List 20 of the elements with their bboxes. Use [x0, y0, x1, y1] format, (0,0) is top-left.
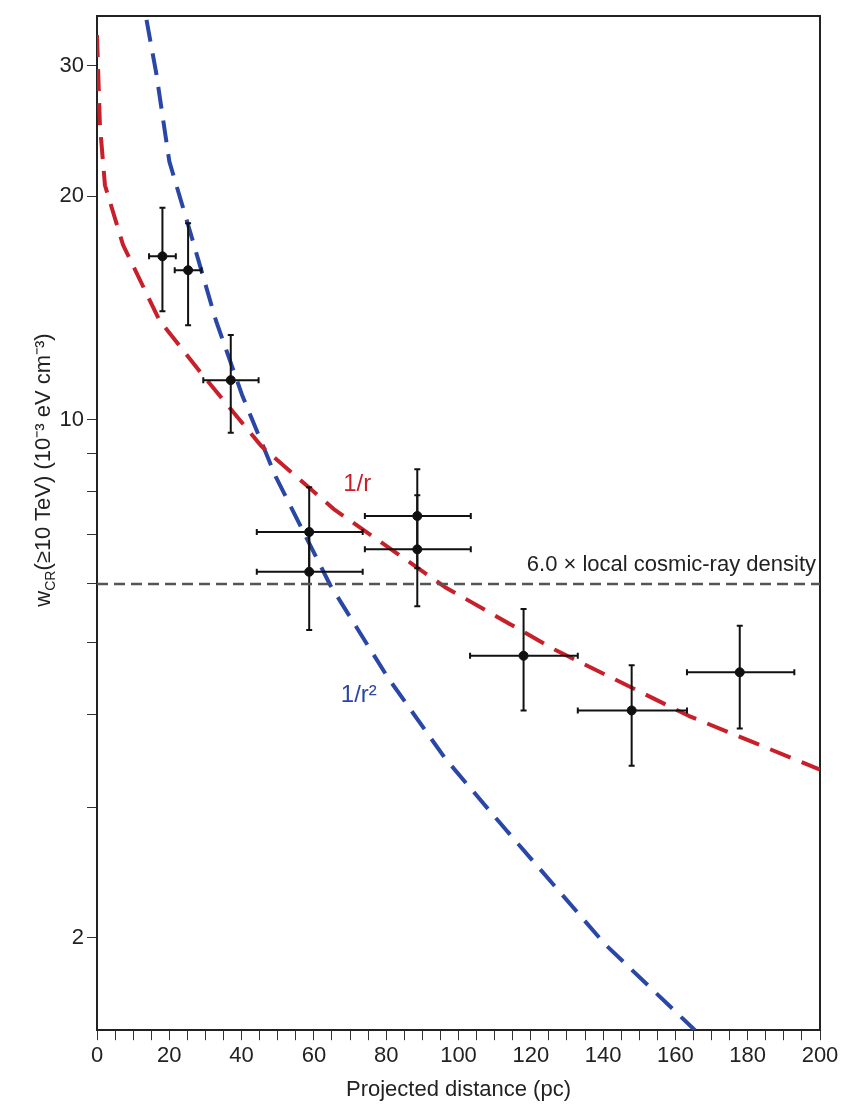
x-tick-label: 100 — [440, 1042, 477, 1068]
x-tick-label: 0 — [90, 1042, 104, 1068]
x-tick-label: 60 — [301, 1042, 327, 1068]
series-label: 1/r² — [340, 679, 377, 707]
series-label: 1/r — [343, 468, 372, 496]
x-tick-label: 140 — [584, 1042, 622, 1068]
y-tick-label: 10 — [59, 405, 84, 431]
x-tick-label: 20 — [157, 1042, 182, 1068]
x-tick-label: 80 — [373, 1042, 399, 1068]
x-tick-label: 200 — [801, 1042, 839, 1068]
x-tick-label: 40 — [229, 1042, 254, 1068]
y-tick-label: 30 — [59, 51, 84, 77]
x-tick-label: 180 — [729, 1042, 767, 1068]
ref-line-label: 6.0 × local cosmic-ray density — [526, 550, 816, 576]
y-tick-label: 20 — [59, 182, 84, 208]
x-tick-label: 120 — [512, 1042, 550, 1068]
line-series — [97, 33, 820, 772]
x-tick-label: 160 — [657, 1042, 694, 1068]
y-tick-label: 2 — [71, 923, 84, 949]
x-axis-title: Projected distance (pc) — [346, 1075, 571, 1101]
